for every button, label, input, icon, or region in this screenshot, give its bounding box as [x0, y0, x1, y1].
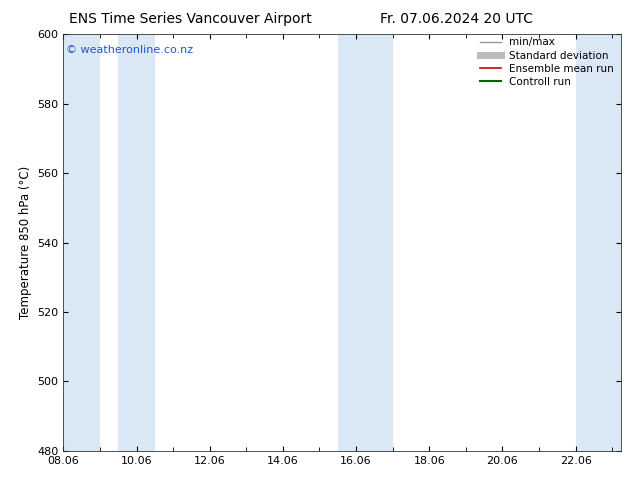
Text: © weatheronline.co.nz: © weatheronline.co.nz [66, 45, 193, 55]
Bar [338, 34, 392, 451]
Text: ENS Time Series Vancouver Airport: ENS Time Series Vancouver Airport [69, 12, 311, 26]
Bar [576, 34, 621, 451]
Bar [119, 34, 155, 451]
Y-axis label: Temperature 850 hPa (°C): Temperature 850 hPa (°C) [19, 166, 32, 319]
Legend: min/max, Standard deviation, Ensemble mean run, Controll run: min/max, Standard deviation, Ensemble me… [478, 35, 616, 89]
Text: Fr. 07.06.2024 20 UTC: Fr. 07.06.2024 20 UTC [380, 12, 533, 26]
Bar [63, 34, 100, 451]
